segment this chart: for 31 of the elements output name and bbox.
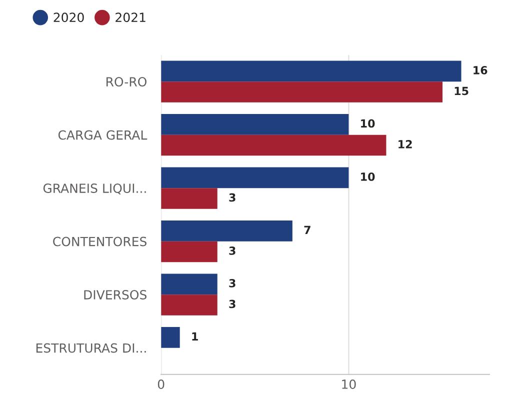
bar [161,134,386,156]
data-label: 10 [361,172,375,181]
y-tick-label: RO-RO [106,77,146,86]
data-label: 15 [454,86,468,96]
y-tick-label: CARGA GERAL [58,130,148,140]
y-tick-label: DIVERSOS [84,290,146,300]
bar [161,188,218,209]
bar [161,167,349,188]
data-label: 7 [304,226,310,234]
bar [161,114,349,135]
bar [161,220,292,242]
data-label: 3 [229,193,236,202]
legend-label: 2021 [116,12,146,22]
data-label: 12 [398,140,412,148]
data-label: 1 [192,332,198,340]
data-label: 3 [229,279,236,288]
y-tick-label: GRANEIS LIQUI... [43,184,146,194]
data-label: 3 [229,300,236,308]
y-tick-label: ESTRUTURAS DI... [36,343,146,353]
y-tick-label: CONTENTORES [53,236,146,246]
bar [161,294,218,316]
data-label: 16 [474,66,488,74]
bar [161,82,442,102]
data-label: 3 [229,246,236,255]
bar [161,241,218,262]
bar [161,60,462,82]
legend-label: 2020 [54,12,84,22]
data-label: 10 [361,119,375,128]
bar [161,274,218,295]
x-tick-label: 0 [158,380,164,389]
bar [161,327,180,348]
